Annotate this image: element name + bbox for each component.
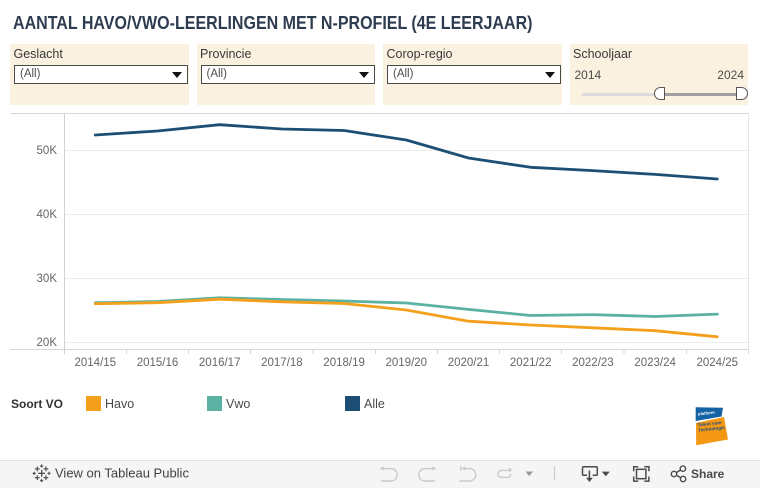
svg-text:20K: 20K: [37, 337, 58, 349]
svg-text:2021/22: 2021/22: [510, 357, 552, 369]
svg-text:2014/15: 2014/15: [75, 357, 117, 369]
svg-text:50K: 50K: [37, 145, 58, 157]
svg-text:Technologie: Technologie: [698, 425, 726, 433]
svg-text:2015/16: 2015/16: [137, 357, 179, 369]
svg-text:2017/18: 2017/18: [261, 357, 303, 369]
svg-text:40K: 40K: [37, 209, 58, 221]
svg-text:2022/23: 2022/23: [572, 357, 614, 369]
svg-text:View on Tableau Public: View on Tableau Public: [55, 465, 189, 480]
svg-text:2018/19: 2018/19: [323, 357, 365, 369]
svg-text:Talent voor: Talent voor: [697, 420, 722, 428]
svg-text:30K: 30K: [37, 273, 58, 285]
svg-text:2019/20: 2019/20: [386, 357, 428, 369]
svg-text:platform: platform: [698, 410, 715, 417]
svg-text:2024/25: 2024/25: [697, 357, 739, 369]
svg-text:2016/17: 2016/17: [199, 357, 241, 369]
svg-text:2023/24: 2023/24: [634, 357, 676, 369]
svg-text:Share: Share: [691, 467, 725, 481]
svg-text:2020/21: 2020/21: [448, 357, 490, 369]
